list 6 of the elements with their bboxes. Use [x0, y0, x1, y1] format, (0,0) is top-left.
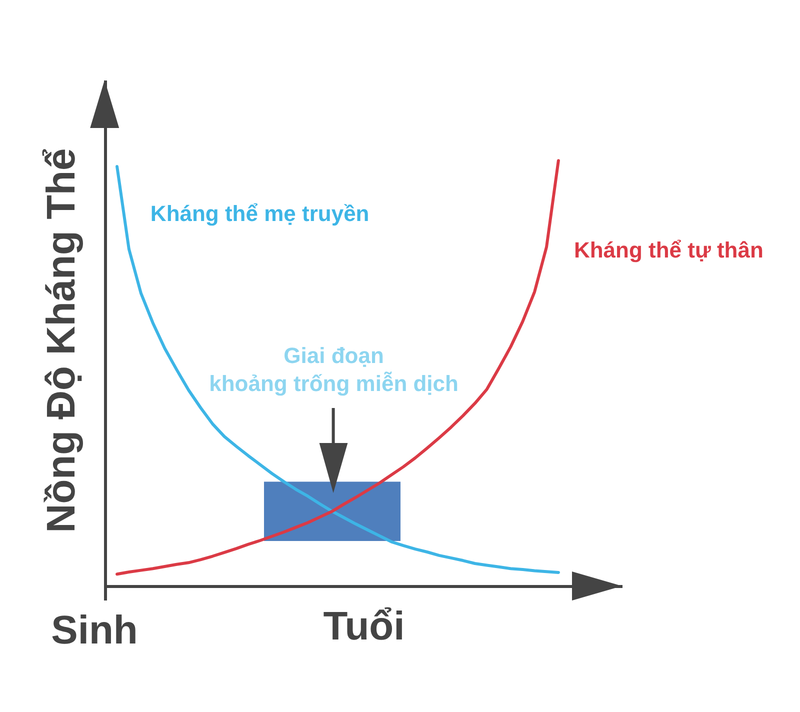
- series-label: Kháng thể tự thân: [574, 238, 764, 263]
- y-axis-title: Nồng Độ Kháng Thể: [40, 148, 84, 533]
- annotation: Giai đoạn khoảng trống miễn dịch: [209, 343, 458, 396]
- series-label: Kháng thể mẹ truyền: [150, 200, 370, 226]
- x-axis-title: Tuổi: [323, 604, 405, 648]
- text: Sinh: [51, 608, 138, 652]
